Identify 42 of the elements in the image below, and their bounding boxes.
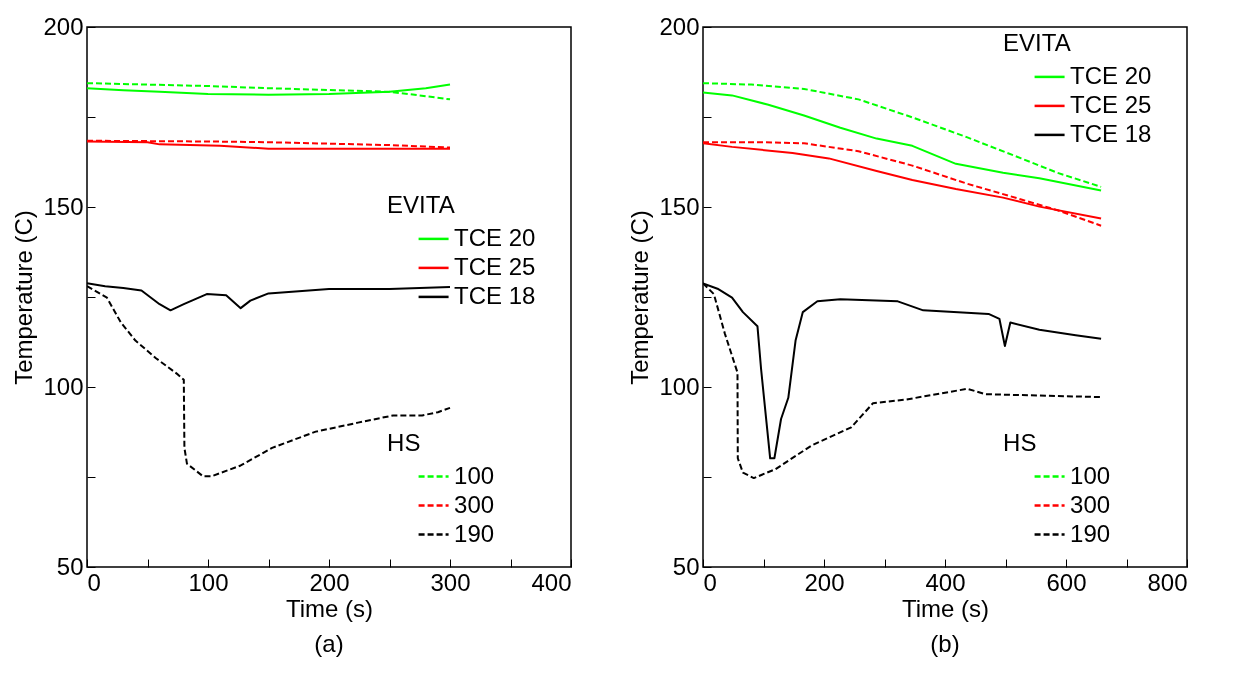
legend-label: 100 [454,461,495,489]
y-tick-label: 100 [659,372,700,400]
line-series [87,82,451,101]
legend-title: EVITA [1003,29,1071,57]
legend-label: TCE 25 [454,252,536,280]
x-tick-label: 600 [1046,568,1087,596]
x-tick-label: 0 [703,568,717,596]
y-tick-label: 100 [43,372,84,400]
x-tick-label: 400 [531,568,572,596]
legend-label: TCE 25 [1070,90,1152,118]
y-tick-label: 150 [659,192,700,220]
x-tick-label: 200 [309,568,350,596]
x-tick-label: 100 [188,568,229,596]
annotation: HS [387,429,421,456]
x-axis-title: Time (s) [285,594,374,622]
legend-label: TCE 20 [454,223,536,251]
text: (a) [314,630,344,657]
x-tick-label: 400 [925,568,966,596]
legend-title: EVITA [387,191,455,219]
y-axis-title: Temperature (C) [10,210,38,385]
legend-label: 100 [1070,461,1111,489]
y-tick-label: 200 [659,12,700,40]
line-series [87,83,451,96]
legend-label: TCE 18 [454,281,536,309]
x-axis-title: Time (s) [901,594,990,622]
legend-label: 190 [1070,519,1111,547]
y-tick-label: 200 [43,12,84,40]
legend-label: 190 [454,519,495,547]
y-axis-title: Temperature (C) [626,210,654,385]
text: (b) [930,630,960,657]
y-tick-label: 50 [672,552,700,580]
legend-label: TCE 20 [1070,61,1152,89]
x-tick-label: 0 [87,568,101,596]
legend-label: 300 [454,490,495,518]
y-tick-label: 50 [56,552,84,580]
y-tick-label: 150 [43,192,84,220]
x-tick-label: 800 [1147,568,1188,596]
legend-label: 300 [1070,490,1111,518]
x-tick-label: 300 [430,568,471,596]
annotation: HS [1003,429,1037,456]
legend-label: TCE 18 [1070,119,1152,147]
x-tick-label: 200 [804,568,845,596]
